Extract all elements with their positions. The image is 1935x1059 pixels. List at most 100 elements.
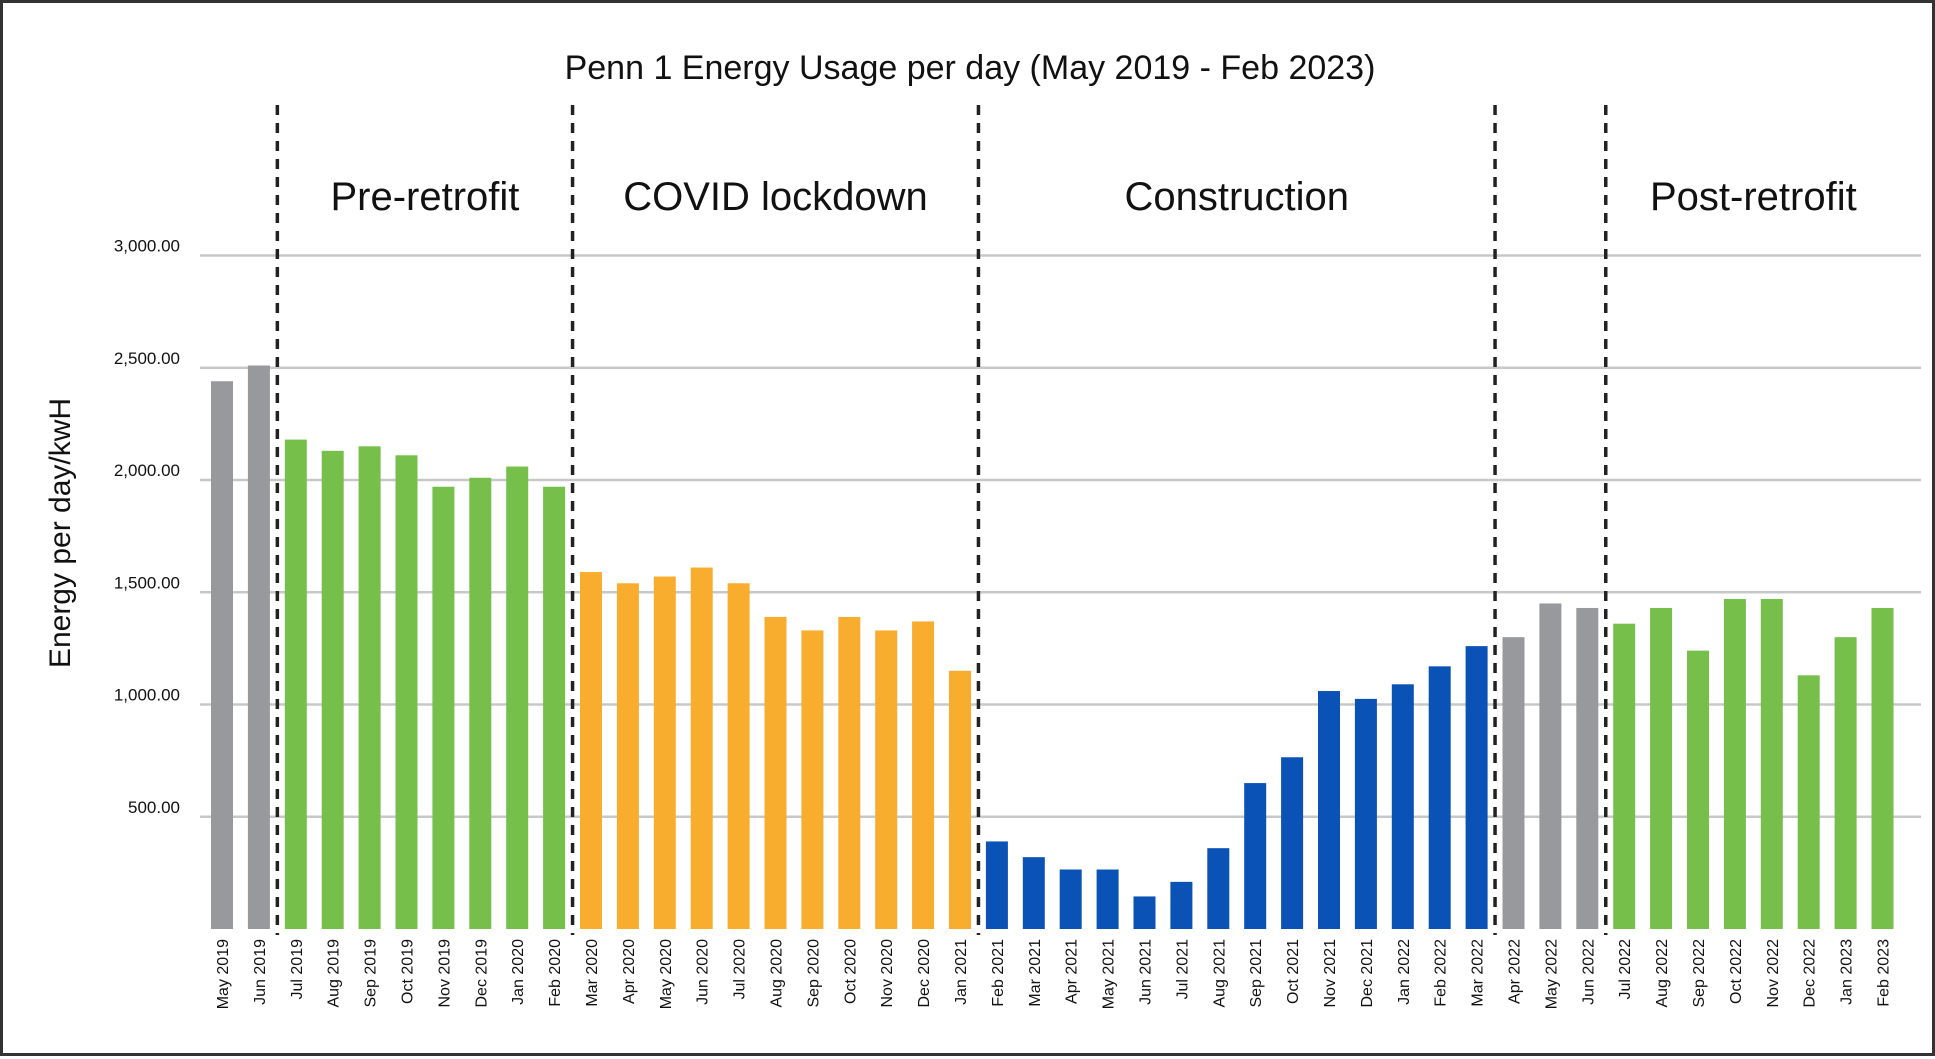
bar-apr-2021 [1059, 869, 1082, 929]
x-tick-label: Sep 2020 [805, 939, 822, 1008]
x-tick-label: Jun 2022 [1580, 939, 1597, 1005]
phase-label-post-retrofit: Post-retrofit [1650, 175, 1857, 219]
x-tick-label: Apr 2022 [1507, 939, 1524, 1004]
bar-aug-2022 [1650, 607, 1673, 929]
x-tick-label: Nov 2020 [879, 939, 896, 1008]
x-tick-label: Dec 2021 [1359, 939, 1376, 1008]
bar-jan-2022 [1391, 684, 1414, 929]
x-tick-label: Jan 2023 [1839, 939, 1856, 1005]
bar-dec-2021 [1354, 698, 1377, 929]
bar-may-2022 [1539, 603, 1562, 929]
bar-jun-2021 [1133, 896, 1156, 929]
bar-mar-2022 [1465, 646, 1488, 929]
bar-jan-2023 [1834, 637, 1857, 929]
x-tick-label: Oct 2020 [842, 939, 859, 1004]
x-tick-label: Mar 2022 [1470, 939, 1487, 1007]
bar-nov-2021 [1318, 691, 1340, 929]
x-tick-label: Nov 2021 [1322, 939, 1339, 1008]
phase-labels: Pre-retrofit COVID lockdown Construction Po… [330, 175, 1856, 219]
x-tick-label: Jan 2022 [1396, 939, 1413, 1005]
x-tick-label: Jan 2021 [953, 939, 970, 1005]
x-tick-label: Apr 2020 [621, 939, 638, 1004]
bars [211, 365, 1894, 930]
y-axis-label: Energy per day/kwH [44, 398, 77, 668]
bar-mar-2020 [580, 572, 602, 929]
x-tick-label: Jul 2022 [1617, 939, 1634, 1000]
x-tick-labels: May 2019 Jun 2019 Jul 2019 Aug 2019 Sep 2019… [215, 939, 1893, 1009]
x-tick-label: Oct 2022 [1728, 939, 1745, 1004]
y-tick-label: 3,000.00 [114, 237, 180, 256]
bar-jun-2019 [247, 365, 270, 929]
x-tick-label: May 2020 [658, 939, 675, 1009]
x-tick-label: Apr 2021 [1064, 939, 1081, 1004]
x-tick-label: Aug 2022 [1654, 939, 1671, 1008]
bar-sep-2020 [801, 630, 824, 929]
x-tick-label: Aug 2020 [769, 939, 786, 1008]
bar-aug-2020 [764, 616, 787, 929]
x-tick-label: Jun 2020 [695, 939, 712, 1005]
x-tick-label: Mar 2021 [1027, 939, 1044, 1007]
x-tick-label: May 2022 [1543, 939, 1560, 1009]
x-tick-label: Jun 2021 [1138, 939, 1155, 1005]
y-tick-label: 2,500.00 [114, 349, 180, 368]
bar-feb-2020 [543, 486, 566, 929]
bar-sep-2022 [1687, 650, 1709, 929]
bar-jul-2021 [1170, 881, 1193, 929]
bar-dec-2020 [912, 621, 935, 929]
x-tick-label: Jul 2021 [1174, 939, 1191, 1000]
phase-label-construction: Construction [1124, 175, 1349, 219]
chart-title: Penn 1 Energy Usage per day (May 2019 - … [565, 49, 1376, 87]
bar-oct-2020 [838, 616, 861, 929]
bar-oct-2022 [1723, 598, 1746, 929]
bar-apr-2020 [616, 583, 639, 929]
x-tick-label: Nov 2022 [1765, 939, 1782, 1008]
bar-sep-2021 [1244, 783, 1267, 929]
x-tick-label: Feb 2022 [1433, 939, 1450, 1007]
bar-jul-2022 [1613, 623, 1636, 929]
bar-jan-2020 [506, 466, 529, 929]
x-tick-label: Feb 2020 [547, 939, 564, 1007]
bar-jan-2021 [949, 670, 971, 929]
x-tick-label: May 2019 [215, 939, 232, 1009]
x-tick-label: Oct 2021 [1285, 939, 1302, 1004]
x-tick-label: Dec 2022 [1802, 939, 1819, 1008]
phase-dividers [275, 105, 1608, 935]
x-tick-label: Dec 2020 [916, 939, 933, 1008]
phase-label-pre-retrofit: Pre-retrofit [330, 175, 519, 219]
y-tick-label: 1,500.00 [114, 573, 180, 592]
phase-label-covid-lockdown: COVID lockdown [623, 175, 928, 219]
bar-jun-2020 [690, 567, 713, 929]
bar-dec-2019 [469, 477, 492, 929]
x-tick-label: Dec 2019 [473, 939, 490, 1008]
x-tick-label: Feb 2023 [1876, 939, 1893, 1007]
x-tick-label: Oct 2019 [400, 939, 417, 1004]
bar-dec-2022 [1797, 675, 1820, 929]
x-tick-label: May 2021 [1101, 939, 1118, 1009]
bar-may-2019 [211, 381, 233, 930]
bar-nov-2022 [1760, 598, 1783, 929]
y-tick-label: 2,000.00 [114, 461, 180, 480]
y-tick-labels: 500.00 1,000.00 1,500.00 2,000.00 2,500.00 3,… [114, 237, 180, 817]
bar-apr-2022 [1502, 637, 1525, 929]
bar-feb-2022 [1428, 666, 1451, 929]
bar-may-2020 [653, 576, 676, 929]
bar-jul-2020 [727, 583, 750, 929]
chart-svg: Penn 1 Energy Usage per day (May 2019 - … [44, 49, 1921, 1009]
bar-feb-2021 [985, 841, 1008, 929]
bar-mar-2021 [1022, 857, 1045, 929]
x-tick-label: Mar 2020 [584, 939, 601, 1007]
y-tick-label: 500.00 [128, 798, 180, 817]
bar-may-2021 [1096, 869, 1119, 929]
bar-aug-2021 [1207, 848, 1230, 929]
bar-sep-2019 [358, 446, 381, 929]
bar-jul-2019 [284, 439, 307, 929]
bar-jun-2022 [1576, 607, 1599, 929]
x-tick-label: Aug 2021 [1211, 939, 1228, 1008]
bar-aug-2019 [321, 450, 344, 929]
x-tick-label: Nov 2019 [436, 939, 453, 1008]
x-tick-label: Aug 2019 [326, 939, 343, 1008]
bar-feb-2023 [1871, 607, 1894, 929]
x-tick-label: Sep 2022 [1691, 939, 1708, 1008]
x-tick-label: Jul 2019 [289, 939, 306, 1000]
